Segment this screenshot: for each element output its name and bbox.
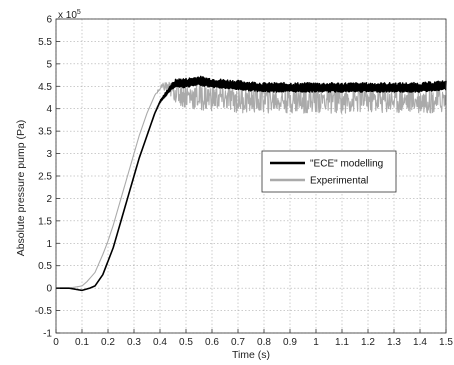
y-tick-label: 4 — [46, 104, 52, 115]
x-tick-label: 0.8 — [257, 337, 271, 348]
x-tick-label: 1.1 — [335, 337, 349, 348]
y-tick-label: 0 — [46, 284, 52, 295]
x-tick-label: 1 — [313, 337, 319, 348]
y-tick-label: 3 — [46, 149, 52, 160]
x-tick-label: 1.5 — [439, 337, 453, 348]
x-tick-label: 0.3 — [127, 337, 141, 348]
legend-label-experimental: Experimental — [310, 176, 368, 187]
x-tick-label: 0.6 — [205, 337, 219, 348]
y-tick-label: 6 — [46, 15, 52, 26]
y-tick-label: -0.5 — [35, 306, 53, 317]
x-tick-label: 1.3 — [387, 337, 401, 348]
x-tick-label: 0.4 — [153, 337, 167, 348]
x-tick-label: 1.2 — [361, 337, 375, 348]
legend-box — [261, 150, 397, 193]
x-axis-ticks: 0 0.1 0.2 0.3 0.4 0.5 0.6 0.7 0.8 0.9 1 1.1 1.2 1.3 1.… — [53, 329, 453, 348]
y-axis-ticks: -1 -0.5 0 0.5 1 1.5 2 2.5 3 3.5 4 4.5 5 5.5 6 — [35, 15, 60, 340]
y-tick-label: 2.5 — [38, 172, 52, 183]
series-line-ece-modelling — [55, 75, 447, 292]
series-layer — [55, 75, 447, 292]
y-tick-label: 2 — [46, 194, 52, 205]
y-tick-label: 1.5 — [38, 216, 52, 227]
y-tick-label: 0.5 — [38, 261, 52, 272]
y-tick-label: 1 — [46, 239, 52, 250]
legend: "ECE" modelling Experimental — [261, 150, 397, 193]
legend-label-ece: "ECE" modelling — [310, 159, 383, 170]
x-axis-label: Time (s) — [232, 349, 270, 361]
x-tick-label: 0.2 — [101, 337, 115, 348]
y-multiplier-label: x 105 — [58, 9, 81, 21]
x-tick-label: 0.7 — [231, 337, 245, 348]
series-line-experimental — [55, 80, 447, 289]
x-tick-label: 0.5 — [179, 337, 193, 348]
x-tick-label: 0 — [53, 337, 59, 348]
y-tick-label: 4.5 — [38, 82, 52, 93]
x-tick-label: 0.9 — [283, 337, 297, 348]
x-tick-label: 1.4 — [413, 337, 427, 348]
y-tick-label: -1 — [43, 329, 52, 340]
y-axis-label: Absolute pressure pump (Pa) — [15, 120, 27, 257]
x-tick-label: 0.1 — [75, 337, 89, 348]
y-tick-label: 3.5 — [38, 127, 52, 138]
y-tick-label: 5.5 — [38, 37, 52, 48]
y-tick-label: 5 — [46, 59, 52, 70]
